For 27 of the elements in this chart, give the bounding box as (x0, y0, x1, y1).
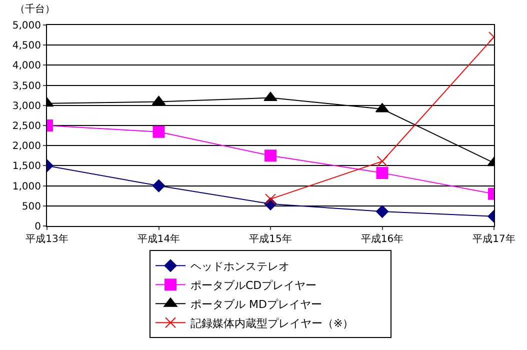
y-axis-title: （千台） (15, 3, 55, 15)
x-tick-label: 平成13年 (26, 233, 68, 245)
point (265, 194, 276, 205)
x-tick-label: 平成15年 (249, 233, 292, 245)
y-tick-label: 500 (22, 201, 41, 212)
point (376, 205, 389, 218)
x-tick-label: 平成17年 (472, 233, 516, 245)
point (376, 156, 388, 167)
point (376, 166, 388, 179)
y-tick-label: 3,500 (12, 80, 41, 92)
y-tick-label: 2,500 (12, 121, 41, 132)
y-tick-label: 5,000 (12, 20, 41, 32)
y-tick-label: 1,500 (12, 161, 41, 172)
y-tick-label: 4,500 (12, 40, 41, 52)
legend-label: ヘッドホンステレオ (190, 260, 290, 273)
x-tick-label: 平成14年 (137, 233, 180, 245)
point (264, 92, 278, 102)
y-tick-label: 3,000 (12, 100, 41, 112)
y-tick-label: 4,000 (12, 60, 41, 72)
legend-label: ポータブル MDプレイヤー (190, 298, 322, 311)
point (264, 150, 276, 162)
legend-label: 記録媒体内蔵型プレイヤー（※） (190, 316, 354, 330)
x-tick-label: 平成16年 (360, 233, 404, 245)
y-tick-label: 2,000 (12, 141, 41, 152)
y-tick-label: 1,000 (12, 181, 41, 192)
y-tick-label: 0 (34, 222, 41, 232)
legend-label: ポータブルCDプレイヤー (190, 278, 317, 292)
